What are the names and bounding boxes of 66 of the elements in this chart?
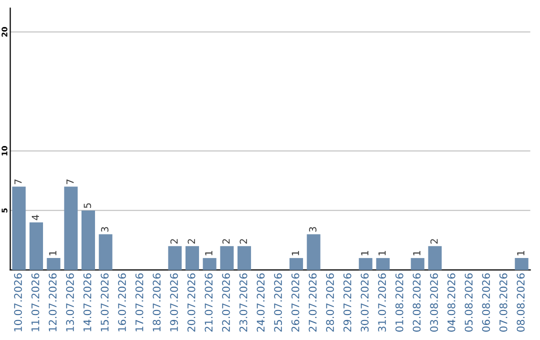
x-tick-label: 14.07.2026 [83,273,92,332]
x-tick-label: 18.07.2026 [152,273,161,332]
x-tick-label: 08.08.2026 [516,273,525,332]
bar [238,246,252,270]
bar [168,246,182,270]
data-label: 2 [170,239,178,244]
x-tick-label: 31.07.2026 [378,273,386,332]
x-tick-label: 15.07.2026 [100,273,109,332]
x-tick-label: 27.07.2026 [308,273,317,332]
data-label: 4 [32,214,39,220]
data-label: 1 [378,250,386,256]
x-tick-label: 20.07.2026 [187,273,196,332]
bar [202,258,216,270]
bar [98,234,112,270]
bar [46,258,60,270]
x-tick-label: 17.07.2026 [135,273,144,332]
x-tick-label: 30.07.2026 [360,273,369,332]
x-tick-label: 21.07.2026 [204,273,213,332]
data-label: 1 [517,250,524,256]
x-tick-label: 16.07.2026 [118,273,126,332]
bar [186,246,200,270]
x-tick-label: 03.08.2026 [430,273,438,332]
bar [410,258,424,270]
x-tick-label: 28.07.2026 [326,273,334,332]
bar [82,210,96,270]
bar [306,234,320,270]
x-tick-label: 29.07.2026 [343,273,352,332]
bar [30,222,44,270]
data-label: 1 [49,250,56,256]
bar [358,258,372,270]
x-tick-label: 07.08.2026 [499,273,508,332]
x-tick-label: 19.07.2026 [170,273,178,332]
data-label: 7 [14,180,22,184]
data-label: 2 [188,239,195,244]
x-tick-label: 24.07.2026 [256,273,265,332]
data-label: 2 [430,239,438,244]
bar [376,258,390,270]
data-label: 3 [101,227,108,232]
data-label: 1 [413,250,420,256]
data-label: 5 [84,203,92,208]
x-tick-label: 22.07.2026 [222,273,230,332]
bar [428,246,442,270]
data-label: 7 [66,180,74,184]
x-tick-label: 25.07.2026 [274,273,282,332]
data-label: 1 [292,250,299,256]
bar [514,258,528,270]
bar [12,186,26,270]
x-tick-label: 02.08.2026 [412,273,421,332]
x-tick-label: 23.07.2026 [239,273,248,332]
x-tick-label: 11.07.2026 [31,273,40,332]
data-label: 1 [205,250,212,256]
x-tick-label: 06.08.2026 [482,273,490,332]
x-tick-label: 10.07.2026 [14,273,22,332]
bar [64,186,78,270]
x-tick-label: 26.07.2026 [291,273,300,332]
x-tick-label: 05.08.2026 [464,273,473,332]
x-tick-label: 04.08.2026 [447,273,456,332]
bar [220,246,234,270]
x-tick-label: 13.07.2026 [66,273,74,332]
bar [290,258,304,270]
x-tick-label: 12.07.2026 [48,273,57,332]
data-label: 3 [309,227,316,232]
data-label: 2 [240,239,247,244]
x-tick-label: 01.08.2026 [395,273,404,332]
data-label: 2 [222,239,230,244]
data-label: 1 [361,250,368,256]
